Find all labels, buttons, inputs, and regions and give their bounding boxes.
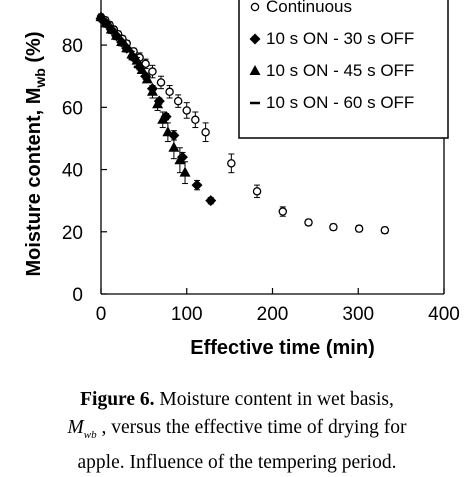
- data-point: [156, 78, 166, 87]
- data-point: [278, 207, 288, 216]
- data-point: [227, 159, 236, 168]
- legend-label: 10 s ON - 45 s OFF: [266, 61, 414, 80]
- data-point: [146, 85, 158, 96]
- data-point: [173, 96, 183, 106]
- legend-marker: [249, 33, 261, 45]
- legend-label: Continuous: [266, 0, 352, 16]
- data-marks: [95, 11, 390, 235]
- data-point: [95, 11, 107, 22]
- legend-label: 10 s ON - 60 s OFF: [266, 93, 414, 112]
- legend-label: 10 s ON - 30 s OFF: [266, 29, 414, 48]
- legend-marker: [249, 65, 261, 75]
- data-point: [354, 224, 364, 233]
- caption-text-2: , versus the effective time of drying fo…: [96, 417, 407, 438]
- y-axis-label-sub: wb: [32, 68, 48, 88]
- y-tick-label: 60: [62, 98, 83, 119]
- axis-ticks: 0 100 200 300 400 0 20 40 60 80: [62, 36, 460, 325]
- legend-marker: [250, 2, 260, 12]
- data-point: [380, 225, 390, 235]
- data-point: [126, 48, 138, 59]
- data-point: [304, 218, 313, 227]
- caption-figure-label: Figure 6.: [80, 389, 155, 410]
- caption-symbol-main: M: [67, 417, 84, 438]
- data-point: [100, 17, 112, 28]
- data-point: [157, 113, 169, 124]
- x-tick-label: 200: [257, 304, 289, 325]
- caption-text-1: Moisture content in wet basis,: [154, 389, 394, 410]
- legend: Continuous 10 s ON - 30 s OFF 10 s ON - 45…: [238, 0, 449, 139]
- data-point: [252, 187, 262, 196]
- legend-box: [238, 0, 449, 139]
- data-point: [152, 98, 164, 109]
- data-point: [116, 36, 128, 46]
- data-point: [182, 106, 191, 115]
- y-tick-label: 40: [62, 161, 83, 182]
- x-tick-label: 0: [96, 304, 107, 325]
- legend-items: Continuous 10 s ON - 30 s OFF 10 s ON - 45…: [249, 0, 414, 112]
- x-axis-label: Effective time (min): [190, 337, 374, 359]
- y-tick-label: 80: [62, 36, 83, 57]
- data-point: [136, 64, 148, 74]
- data-point: [110, 29, 122, 40]
- data-point: [179, 166, 191, 177]
- data-point: [329, 222, 338, 232]
- data-point: [168, 141, 180, 152]
- caption-text-3: apple. Influence of the tempering period…: [77, 451, 397, 473]
- y-tick-label: 0: [72, 285, 83, 306]
- series-2: [95, 13, 217, 207]
- y-axis-label: Moisture content, Mwb (%): [23, 31, 48, 276]
- data-point: [191, 179, 203, 191]
- data-point: [201, 127, 210, 137]
- caption-symbol-sub: wb: [83, 428, 97, 441]
- x-tick-label: 100: [171, 304, 203, 325]
- data-point: [148, 67, 157, 76]
- x-tick-label: 400: [428, 304, 460, 325]
- x-tick-label: 300: [342, 304, 374, 325]
- data-point: [141, 73, 153, 84]
- figure-caption: Figure 6. Moisture content in wet basis,…: [0, 386, 474, 477]
- series-3: [95, 11, 191, 185]
- y-axis-label-main: Moisture content, M: [23, 88, 45, 277]
- data-point: [205, 195, 217, 207]
- series-4: [97, 18, 144, 69]
- data-point: [105, 23, 117, 34]
- caption-symbol: Mwb: [67, 417, 97, 441]
- data-point: [162, 126, 174, 137]
- data-point: [121, 42, 133, 53]
- y-tick-label: 20: [62, 223, 83, 244]
- data-point: [191, 115, 200, 125]
- y-axis-label-unit: (%): [23, 31, 45, 68]
- moisture-chart: 0 100 200 300 400 0 20 40 60 80 Continuous 10 s ON…: [23, 0, 460, 359]
- data-point: [165, 87, 174, 97]
